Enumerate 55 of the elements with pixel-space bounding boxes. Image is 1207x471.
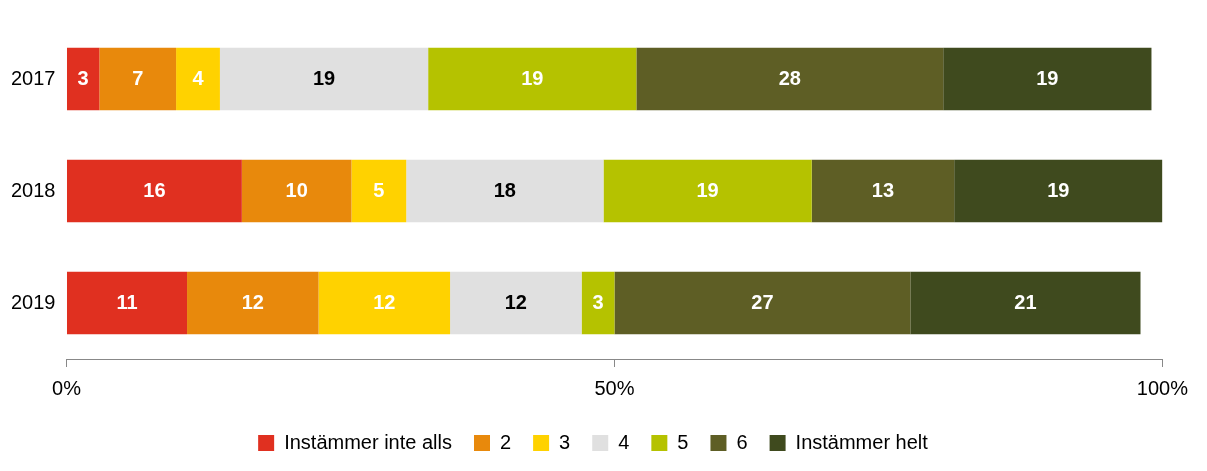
bar (318, 271, 451, 335)
data-label: 12 (504, 290, 527, 313)
data-label: 3 (77, 66, 89, 89)
data-label: 19 (312, 66, 336, 89)
data-label: 19 (1036, 66, 1059, 89)
y-tick-label: 2018 (10, 178, 56, 201)
bar (636, 47, 944, 111)
data-label: 13 (871, 178, 895, 201)
x-tick-label: 50% (594, 376, 635, 399)
data-label: 19 (696, 178, 719, 201)
data-label: 12 (241, 290, 264, 313)
data-label: 12 (373, 290, 396, 313)
data-label: 19 (1047, 178, 1070, 201)
bar (603, 159, 812, 223)
data-label: 19 (521, 66, 544, 89)
bar (176, 47, 220, 111)
data-label: 21 (1014, 290, 1037, 313)
legend-label: 6 (736, 430, 748, 453)
bar (954, 159, 1163, 223)
bar (406, 159, 604, 223)
bar (614, 271, 911, 335)
legend-label: 2 (499, 430, 512, 453)
data-label: 28 (778, 66, 801, 89)
bar (428, 47, 637, 111)
bar (99, 47, 177, 111)
bar (943, 47, 1152, 111)
legend-label: 5 (677, 430, 689, 453)
bar (66, 271, 188, 335)
bar (811, 159, 955, 223)
legend-label: Instämmer inte alls (284, 430, 452, 453)
data-label: 11 (116, 290, 138, 313)
bar (219, 47, 429, 111)
bar (581, 271, 615, 335)
bar (910, 271, 1141, 335)
x-tick-label: 100% (1136, 376, 1189, 399)
bar (241, 159, 352, 223)
data-label: 18 (493, 178, 516, 201)
legend-label: 3 (559, 430, 571, 453)
bar (187, 271, 319, 335)
data-label: 4 (192, 66, 205, 89)
bar (450, 271, 582, 335)
y-tick-label: 2019 (10, 290, 56, 313)
legend-label: 4 (618, 430, 630, 453)
data-label: 10 (285, 178, 308, 201)
y-tick-label: 2017 (10, 66, 56, 89)
bar (351, 159, 407, 223)
legend-label: Instämmer helt (795, 430, 929, 453)
data-label: 16 (143, 178, 166, 201)
bar (66, 159, 242, 223)
data-label: 5 (373, 178, 385, 201)
bar (66, 47, 100, 111)
data-label: 27 (751, 290, 774, 313)
data-label: 3 (592, 290, 604, 313)
x-tick-label: 0% (52, 376, 82, 399)
data-label: 7 (132, 66, 144, 89)
